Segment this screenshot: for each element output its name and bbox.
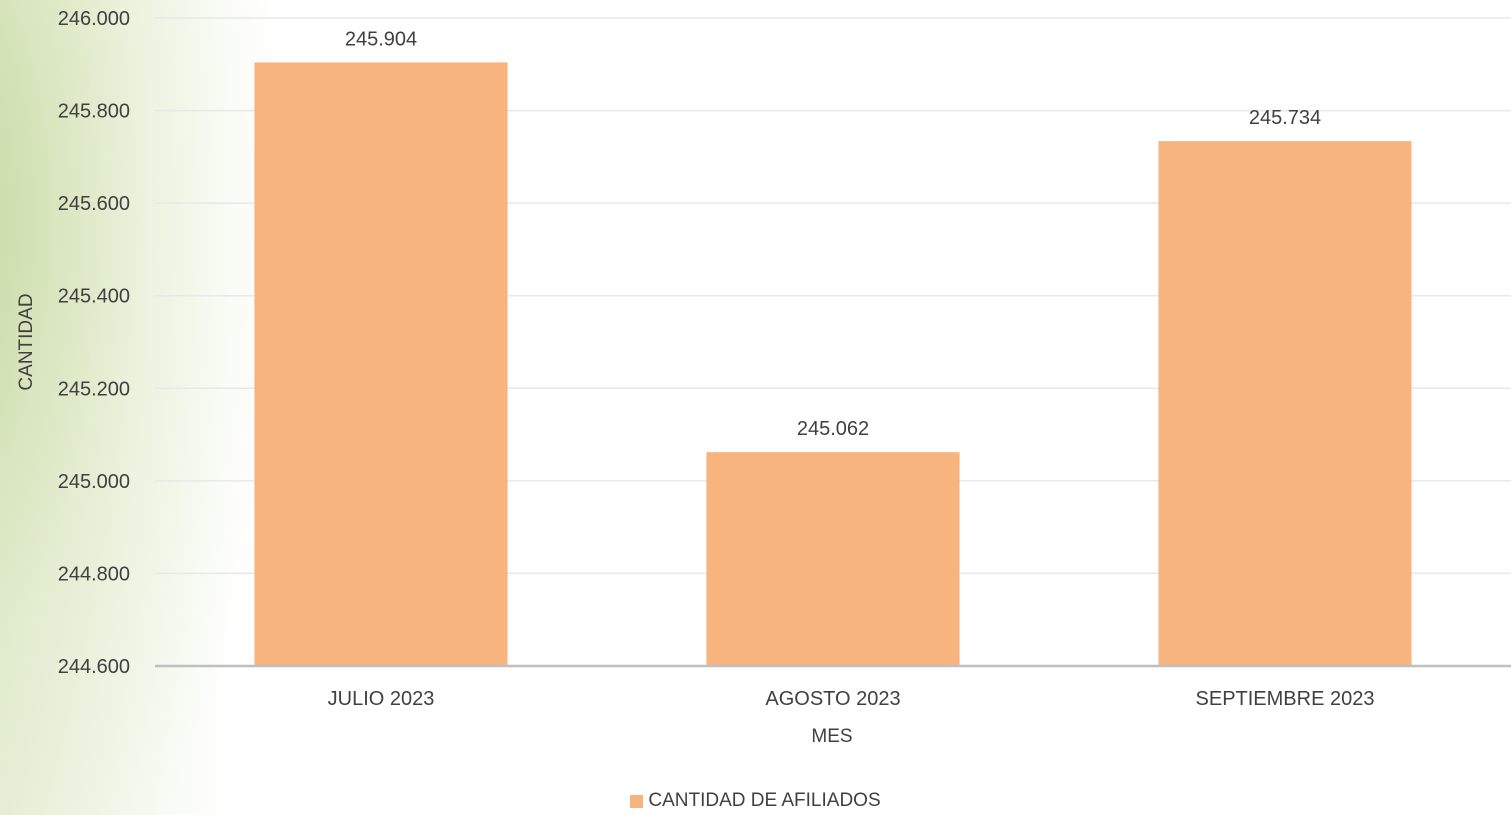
legend-swatch	[630, 794, 644, 808]
x-tick-label: AGOSTO 2023	[765, 688, 900, 710]
y-tick-label: 244.600	[58, 656, 130, 678]
y-axis-title: CANTIDAD	[16, 293, 37, 390]
y-tick-label: 245.600	[58, 193, 130, 215]
bar	[1158, 141, 1412, 666]
legend-label: CANTIDAD DE AFILIADOS	[648, 790, 881, 811]
bars	[254, 62, 1412, 667]
y-tick-label: 245.200	[58, 378, 130, 400]
y-tick-label: 244.800	[58, 563, 130, 585]
y-axis-ticks: 244.600 244.800 245.000 245.200 245.400 245.6…	[58, 8, 130, 678]
data-label: 245.062	[797, 418, 869, 440]
bar	[706, 452, 960, 666]
y-tick-label: 245.400	[58, 286, 130, 308]
bar	[254, 62, 508, 667]
legend: CANTIDAD DE AFILIADOS	[0, 790, 1511, 814]
legend-item: CANTIDAD DE AFILIADOS	[630, 790, 881, 812]
y-tick-label: 246.000	[58, 8, 130, 30]
x-axis-title: MES	[811, 726, 852, 747]
x-tick-label: SEPTIEMBRE 2023	[1196, 688, 1375, 710]
data-label: 245.904	[345, 28, 417, 50]
x-tick-label: JULIO 2023	[328, 688, 435, 710]
data-label: 245.734	[1249, 107, 1321, 129]
data-labels: 245.904 245.062 245.734	[345, 28, 1321, 440]
y-tick-label: 245.800	[58, 101, 130, 123]
x-axis-ticks: JULIO 2023 AGOSTO 2023 SEPTIEMBRE 2023	[328, 688, 1375, 710]
y-tick-label: 245.000	[58, 471, 130, 493]
